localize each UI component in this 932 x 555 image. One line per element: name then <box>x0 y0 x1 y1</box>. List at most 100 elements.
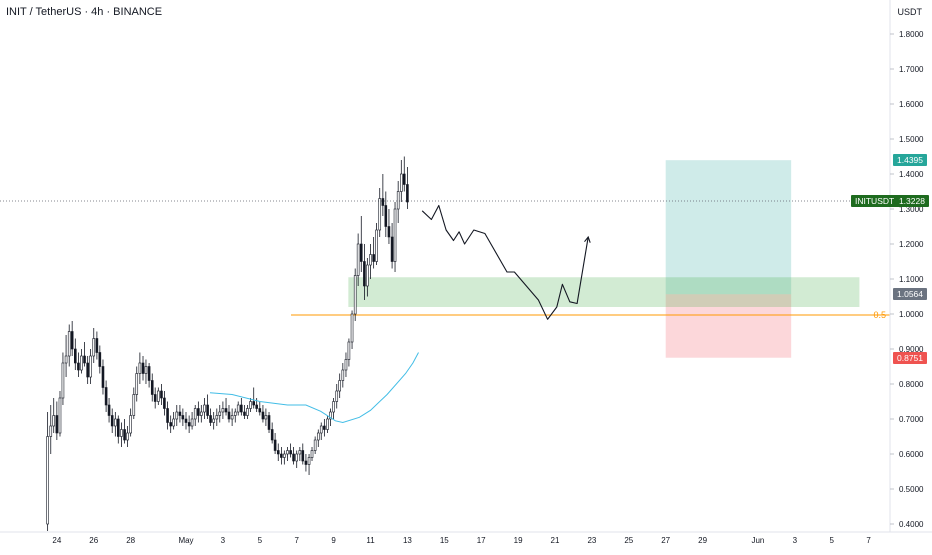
candle-body <box>332 401 335 413</box>
candle <box>323 419 326 437</box>
candle-body <box>114 418 117 427</box>
candle-body <box>344 359 348 371</box>
candle-body <box>157 390 160 402</box>
candle-body <box>249 401 252 409</box>
price-axis[interactable]: 0.4000 0.5000 0.6000 0.7000 0.8000 0.9000 1.00… <box>889 0 924 532</box>
candle <box>83 342 86 367</box>
projection-layer[interactable] <box>421 204 591 320</box>
candle-body <box>258 408 262 413</box>
candle-body <box>153 394 157 402</box>
candle-body <box>67 331 71 357</box>
candle <box>147 363 151 388</box>
candle <box>218 405 222 423</box>
candle <box>184 412 188 430</box>
candle-body <box>163 397 166 409</box>
candle <box>381 174 385 216</box>
candle <box>304 454 308 472</box>
current-symbol-label: INITUSDT <box>855 196 895 207</box>
price-tick-label: 0.8000 <box>899 380 924 389</box>
candle <box>163 391 166 416</box>
candle <box>270 422 274 444</box>
time-tick-label: 26 <box>89 536 98 545</box>
time-tick-label: 11 <box>366 536 375 545</box>
candle-body <box>375 229 378 262</box>
price-tick-label: 1.6000 <box>899 100 924 109</box>
candle-body <box>233 411 237 416</box>
projection-path[interactable] <box>421 204 589 320</box>
candle-body <box>301 450 305 462</box>
time-tick-label: 5 <box>830 536 835 545</box>
candle <box>359 216 363 272</box>
candle <box>332 398 335 419</box>
moving-average-layer <box>209 352 419 424</box>
price-tick-label: 1.4000 <box>899 170 924 179</box>
candle-body <box>255 404 258 409</box>
candle-body <box>92 338 96 357</box>
candle <box>138 352 142 384</box>
candle-body <box>304 460 308 465</box>
candle <box>203 398 206 419</box>
candle <box>307 454 311 475</box>
candle <box>61 352 65 405</box>
candle-body <box>209 415 212 423</box>
candle-body <box>86 362 89 378</box>
candle <box>110 408 114 433</box>
stop-price-tag: 0.8751 <box>893 351 927 364</box>
candle-body <box>70 331 74 350</box>
candle-body <box>381 198 385 206</box>
profit-zone[interactable] <box>665 160 792 295</box>
candle-body <box>363 261 366 287</box>
time-tick-label: 3 <box>221 536 226 545</box>
time-tick-label: 25 <box>624 536 633 545</box>
candle <box>258 401 262 416</box>
candle <box>372 237 375 269</box>
current-price-label: 1.3228 <box>898 196 925 207</box>
candle <box>120 422 123 447</box>
candle <box>243 405 246 419</box>
candle-body <box>197 408 200 416</box>
candle <box>236 401 240 416</box>
candle-body <box>298 450 302 455</box>
moving-average-line <box>209 352 419 424</box>
candle-body <box>190 418 194 427</box>
candle <box>384 191 388 237</box>
candle-body <box>276 450 280 455</box>
candle <box>316 429 320 447</box>
candle-body <box>193 408 197 420</box>
time-tick-label: 28 <box>126 536 135 545</box>
candle-body <box>123 429 126 441</box>
candle <box>240 398 243 416</box>
candle <box>375 223 378 265</box>
candle <box>252 387 256 409</box>
candle <box>74 338 77 370</box>
candle <box>387 209 391 244</box>
time-tick-label: 7 <box>294 536 299 545</box>
candle <box>58 391 62 437</box>
candle-body <box>126 432 129 441</box>
candle-body <box>347 341 351 360</box>
zones-layer <box>348 160 860 358</box>
candle-body <box>218 411 222 416</box>
candle-body <box>215 415 219 420</box>
candle-body <box>132 394 136 416</box>
candle-body <box>83 355 86 364</box>
candle <box>123 419 126 444</box>
candle-body <box>267 415 271 430</box>
candle-body <box>104 387 108 406</box>
levels-layer: 0.5 <box>0 200 890 320</box>
time-axis[interactable]: 24 26 28 May 3 5 7 9 11 13 15 17 19 21 23 25 27 29 Jun 3 5 7 <box>0 531 932 545</box>
candle-body <box>273 439 277 451</box>
stop-loss-zone[interactable] <box>665 294 792 358</box>
candle-body <box>393 208 397 262</box>
candle-body <box>178 411 182 416</box>
price-tick-label: 0.9000 <box>899 345 924 354</box>
support-zone[interactable] <box>348 277 860 307</box>
candle-body <box>175 411 179 420</box>
candle <box>363 244 366 300</box>
candle <box>264 408 268 426</box>
candle-body <box>200 411 203 416</box>
candle <box>344 352 348 377</box>
candle <box>396 181 400 223</box>
